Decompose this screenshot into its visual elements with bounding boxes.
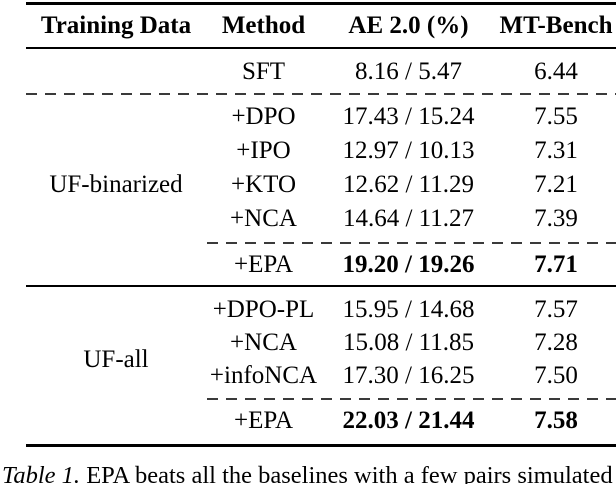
mt-bench-cell: 7.31 xyxy=(534,137,578,164)
ae-cell: 17.30 / 16.25 xyxy=(342,362,475,389)
column-header-ae: AE 2.0 (%) xyxy=(348,12,469,39)
table-row: +KTO 12.62 / 11.29 7.21 xyxy=(26,168,616,202)
dashed-divider xyxy=(207,398,616,400)
method-cell: +NCA xyxy=(230,329,297,356)
group-label-uf-binarized: UF-binarized xyxy=(49,171,183,198)
ae-cell: 15.95 / 14.68 xyxy=(342,296,475,323)
table-top-rule xyxy=(26,2,616,5)
ae-cell: 17.43 / 15.24 xyxy=(342,103,475,130)
mt-bench-cell: 7.50 xyxy=(534,362,578,389)
ae-cell: 15.08 / 11.85 xyxy=(342,329,475,356)
method-cell: +IPO xyxy=(236,137,291,164)
table-bottom-rule xyxy=(26,444,616,447)
dashed-divider xyxy=(26,93,616,95)
group-rule xyxy=(26,285,616,287)
group-label-uf-all: UF-all xyxy=(83,346,149,373)
table-row-epa: +EPA 22.03 / 21.44 7.58 xyxy=(26,404,616,438)
mt-bench-cell: 7.55 xyxy=(534,103,578,130)
table-row: +IPO 12.97 / 10.13 7.31 xyxy=(26,134,616,168)
method-cell: +KTO xyxy=(230,171,297,198)
dashed-divider xyxy=(207,242,616,244)
method-cell: +EPA xyxy=(233,251,294,278)
mt-bench-cell: 7.57 xyxy=(534,296,578,323)
table-caption-label: Table 1. xyxy=(2,462,81,484)
ae-cell: 22.03 / 21.44 xyxy=(342,407,475,434)
method-cell: +DPO xyxy=(231,103,296,130)
mt-bench-cell: 7.28 xyxy=(534,329,578,356)
column-header-training-data: Training Data xyxy=(40,12,192,39)
table-header-row: Training Data Method AE 2.0 (%) MT-Bench xyxy=(26,9,616,43)
ae-cell: 12.97 / 10.13 xyxy=(342,137,475,164)
mt-bench-cell: 7.21 xyxy=(534,171,578,198)
table-row: +infoNCA 17.30 / 16.25 7.50 xyxy=(26,359,616,393)
table-row: +NCA 14.64 / 11.27 7.39 xyxy=(26,202,616,236)
table-row: +DPO 17.43 / 15.24 7.55 xyxy=(26,100,616,134)
method-cell: +DPO-PL xyxy=(212,296,315,323)
ae-cell: 12.62 / 11.29 xyxy=(342,171,475,198)
header-rule xyxy=(26,47,616,49)
table-caption-text: EPA beats all the baselines with a few p… xyxy=(86,462,613,484)
table-row: SFT 8.16 / 5.47 6.44 xyxy=(26,55,616,89)
table-row: +NCA 15.08 / 11.85 7.28 xyxy=(26,326,616,360)
ae-cell: 19.20 / 19.26 xyxy=(342,251,475,278)
ae-cell: 8.16 / 5.47 xyxy=(355,58,462,85)
ae-cell: 14.64 / 11.27 xyxy=(342,205,475,232)
column-header-mtbench: MT-Bench xyxy=(499,12,613,39)
table-row-epa: +EPA 19.20 / 19.26 7.71 xyxy=(26,248,616,282)
mt-bench-cell: 7.71 xyxy=(534,251,578,278)
method-cell: +NCA xyxy=(230,205,297,232)
mt-bench-cell: 7.39 xyxy=(534,205,578,232)
table-caption: Table 1. EPA beats all the baselines wit… xyxy=(2,462,613,484)
table-row: +DPO-PL 15.95 / 14.68 7.57 xyxy=(26,293,616,327)
mt-bench-cell: 6.44 xyxy=(534,58,578,85)
method-cell: +EPA xyxy=(233,407,294,434)
mt-bench-cell: 7.58 xyxy=(534,407,578,434)
column-header-method: Method xyxy=(221,12,306,39)
method-cell: SFT xyxy=(241,58,286,85)
method-cell: +infoNCA xyxy=(209,362,318,389)
